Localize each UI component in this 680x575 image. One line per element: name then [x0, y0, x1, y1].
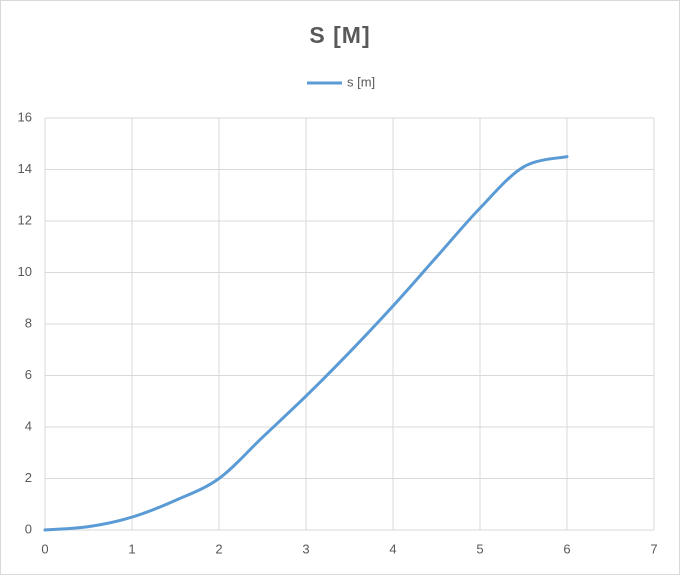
y-tick-label: 12 [18, 212, 32, 227]
y-tick-label: 16 [18, 109, 32, 124]
x-tick-label: 2 [215, 541, 222, 556]
y-tick-label: 10 [18, 264, 32, 279]
y-tick-label: 6 [25, 367, 32, 382]
x-tick-label: 6 [563, 541, 570, 556]
x-tick-label: 0 [41, 541, 48, 556]
y-tick-label: 8 [25, 315, 32, 330]
y-tick-label: 14 [18, 161, 32, 176]
y-tick-label: 2 [25, 470, 32, 485]
chart-title: S [M] [309, 22, 370, 48]
y-tick-label: 0 [25, 521, 32, 536]
x-tick-label: 1 [128, 541, 135, 556]
x-tick-label: 7 [650, 541, 657, 556]
y-tick-label: 4 [25, 418, 32, 433]
legend-label: s [m] [347, 74, 375, 89]
series-line [43, 155, 569, 532]
x-tick-label: 5 [476, 541, 483, 556]
x-tick-label: 3 [302, 541, 309, 556]
x-tick-label: 4 [389, 541, 396, 556]
